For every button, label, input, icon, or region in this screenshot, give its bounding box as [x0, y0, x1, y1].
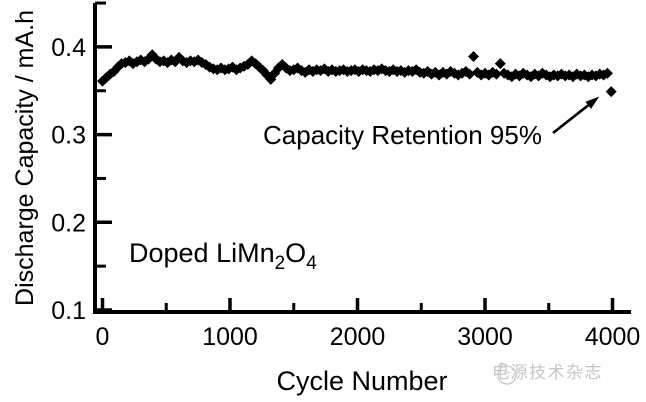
x-tick-label: 2000: [330, 323, 386, 351]
y-tick-label: 0.2: [51, 209, 86, 237]
formula-subscript: 4: [306, 253, 317, 274]
formula-text: Doped LiMn: [129, 238, 275, 268]
data-point-diamond: [242, 58, 254, 70]
data-point-diamond: [468, 51, 480, 63]
x-tick-label: 1000: [202, 323, 258, 351]
data-point-diamond: [506, 71, 518, 83]
formula-text: O: [285, 238, 307, 268]
watermark-logo-icon: [497, 362, 517, 385]
y-tick-label: 0.3: [51, 122, 86, 150]
x-tick-label: 3000: [457, 323, 513, 351]
annotation-arrow-head: [585, 96, 600, 109]
data-point-diamond: [223, 63, 235, 75]
x-tick-label: 0: [96, 323, 110, 351]
formula-subscript: 2: [274, 253, 286, 274]
inset-label-doped-limn2o4: Doped LiMn2O4: [129, 238, 317, 275]
data-point-diamond: [234, 62, 246, 74]
data-point-diamond: [494, 58, 506, 70]
data-point-diamond: [464, 68, 476, 80]
data-point-diamond: [250, 58, 261, 70]
data-point-diamond: [605, 86, 617, 98]
annotation-arrow-shaft: [552, 102, 592, 135]
y-tick-label: 0.4: [51, 34, 86, 62]
y-tick-label: 0.1: [51, 297, 86, 325]
x-axis-title: Cycle Number: [276, 366, 447, 396]
x-tick-label: 4000: [585, 323, 641, 351]
data-point-diamond: [601, 67, 613, 79]
y-axis-title: Discharge Capacity / mA.h: [11, 10, 39, 306]
watermark-text: 电源技术杂志: [492, 363, 603, 382]
data-point-diamond: [490, 68, 502, 80]
watermark: 电源技术杂志: [492, 358, 603, 385]
annotation-capacity-retention: Capacity Retention 95%: [263, 120, 542, 150]
data-point-diamond: [272, 62, 284, 74]
